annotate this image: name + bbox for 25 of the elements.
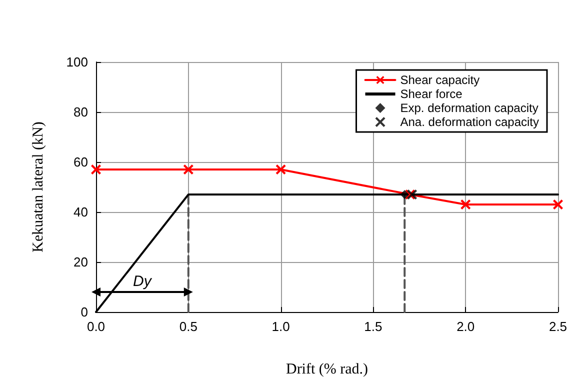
legend-label: Shear force (400, 87, 463, 101)
point (553, 200, 563, 210)
annotation: Dy (133, 273, 153, 290)
legend-label: Shear capacity (400, 73, 480, 87)
y-axis-title: Kekuatan lateral (kN) (30, 122, 46, 252)
point (183, 164, 194, 174)
x-tick-label: 0.0 (86, 319, 106, 334)
legend-label: Ana. deformation capacity (400, 115, 540, 129)
y-tick-label: 20 (74, 254, 88, 270)
x-tick-label: 1.0 (272, 319, 290, 334)
x-tick-label: 1.5 (364, 319, 382, 334)
point (400, 190, 410, 199)
legend-label: Exp. deformation capacity (400, 101, 538, 115)
x-tick-label: 2.5 (548, 319, 568, 334)
x-axis-title: Drift (% rad.) (286, 362, 368, 378)
y-tick-label: 80 (74, 104, 88, 120)
y-tick-label: 100 (66, 54, 88, 70)
point (276, 164, 286, 174)
x-tick-label: 2.0 (456, 319, 475, 334)
y-tick-label: 0 (80, 304, 88, 320)
point (460, 200, 471, 210)
y-tick-label: 40 (74, 204, 88, 220)
point (91, 164, 101, 174)
x-tick-label: 0.5 (179, 319, 198, 334)
y-tick-label: 60 (74, 154, 88, 170)
